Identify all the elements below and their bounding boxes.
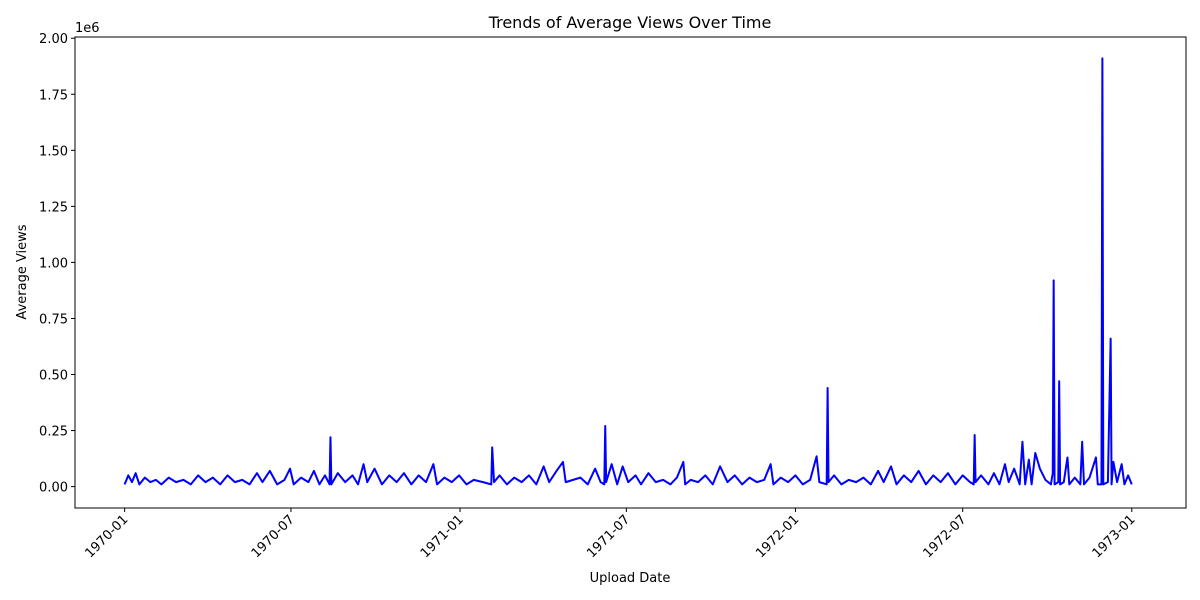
y-tick-label: 0.50 (39, 369, 68, 384)
y-tick-label: 1.25 (39, 200, 68, 215)
plot-frame (74, 36, 1187, 509)
line (123, 57, 1133, 486)
y-axis-label: Average Views (15, 224, 30, 319)
y-tick-label: 0.00 (39, 481, 68, 496)
y-tick-label: 1.00 (39, 256, 68, 271)
y-tick-label: 2.00 (39, 32, 68, 47)
y-tick-label: 1.50 (39, 144, 68, 159)
y-tick-label: 0.25 (39, 425, 68, 440)
chart-title: Trends of Average Views Over Time (488, 13, 772, 32)
y-tick-label: 0.75 (39, 312, 68, 327)
y-tick-label: 1.75 (39, 88, 68, 103)
x-axis-label: Upload Date (590, 571, 671, 586)
y-offset-label: 1e6 (75, 21, 100, 36)
